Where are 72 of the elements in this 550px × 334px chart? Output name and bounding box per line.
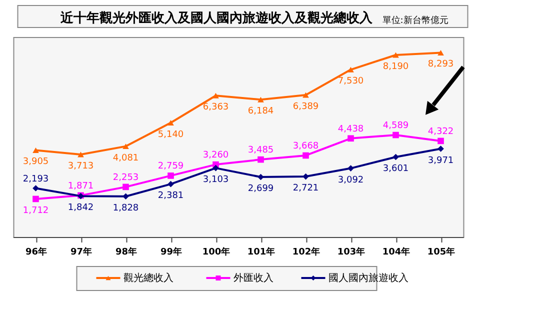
data-label: 4,322 xyxy=(428,126,454,137)
data-label: 6,184 xyxy=(248,106,274,117)
data-label: 7,530 xyxy=(338,76,364,87)
point xyxy=(78,152,84,158)
point xyxy=(212,164,219,172)
point xyxy=(392,154,399,160)
point xyxy=(212,92,219,98)
chart-title: 近十年觀光外匯收入及國人國內旅遊收入及觀光總收入 xyxy=(59,10,374,26)
point xyxy=(392,132,399,138)
data-label: 3,601 xyxy=(382,164,409,174)
point xyxy=(392,52,399,58)
data-label: 2,193 xyxy=(22,174,49,184)
x-tick-label: 103年 xyxy=(337,246,366,258)
data-label: 1,712 xyxy=(22,206,49,216)
data-label: 6,389 xyxy=(292,102,319,112)
point xyxy=(348,66,354,72)
point xyxy=(348,135,354,142)
point xyxy=(258,174,264,180)
data-label: 5,140 xyxy=(158,130,184,140)
data-label: 2,721 xyxy=(292,184,319,194)
x-tick-label: 96年 xyxy=(25,246,48,258)
point xyxy=(122,193,129,200)
point xyxy=(168,180,174,188)
point xyxy=(348,165,354,172)
data-label: 3,905 xyxy=(22,157,49,168)
point xyxy=(438,50,444,56)
data-label: 2,759 xyxy=(158,162,184,172)
point xyxy=(122,184,129,190)
point xyxy=(258,96,264,102)
data-label: 3,971 xyxy=(428,156,454,166)
x-tick-label: 98年 xyxy=(115,246,138,258)
legend-label: 國人國內旅遊收入 xyxy=(328,272,408,284)
point xyxy=(168,120,174,126)
x-tick-label: 101年 xyxy=(247,246,276,258)
data-label: 2,699 xyxy=(248,184,274,194)
point xyxy=(302,92,309,98)
data-label: 6,363 xyxy=(202,102,229,113)
data-label: 2,253 xyxy=(112,172,139,183)
point xyxy=(258,156,264,163)
data-label: 4,081 xyxy=(112,153,139,164)
legend-label: 觀光總收入 xyxy=(123,272,174,284)
data-label: 2,381 xyxy=(158,191,184,202)
point xyxy=(168,172,174,179)
data-label: 3,668 xyxy=(292,141,319,152)
data-label: 1,828 xyxy=(112,203,139,214)
point xyxy=(32,196,39,202)
point xyxy=(32,147,39,153)
x-tick-label: 102年 xyxy=(292,246,320,258)
point xyxy=(32,185,39,192)
data-label: 8,190 xyxy=(382,62,409,72)
point xyxy=(122,144,129,150)
point xyxy=(302,152,309,159)
x-tick-label: 99年 xyxy=(160,246,182,258)
data-label: 4,589 xyxy=(382,121,409,132)
data-label: 3,485 xyxy=(248,146,274,156)
data-label: 3,260 xyxy=(202,150,229,161)
x-tick-label: 104年 xyxy=(382,246,410,258)
x-tick-label: 97年 xyxy=(70,246,92,258)
x-tick-label: 105年 xyxy=(427,246,456,258)
data-label: 1,871 xyxy=(68,181,94,192)
data-label: 3,713 xyxy=(68,161,94,172)
point xyxy=(438,146,444,152)
data-label: 3,103 xyxy=(202,175,229,186)
data-label: 3,092 xyxy=(338,175,364,186)
x-tick-label: 100年 xyxy=(202,246,230,258)
data-label: 8,293 xyxy=(428,60,454,70)
legend-label: 外匯收入 xyxy=(233,272,274,284)
point xyxy=(302,173,309,180)
data-label: 1,842 xyxy=(68,203,94,214)
data-label: 4,438 xyxy=(338,124,364,134)
point xyxy=(438,138,444,144)
text: 單位:新台幣億元 xyxy=(382,15,448,26)
